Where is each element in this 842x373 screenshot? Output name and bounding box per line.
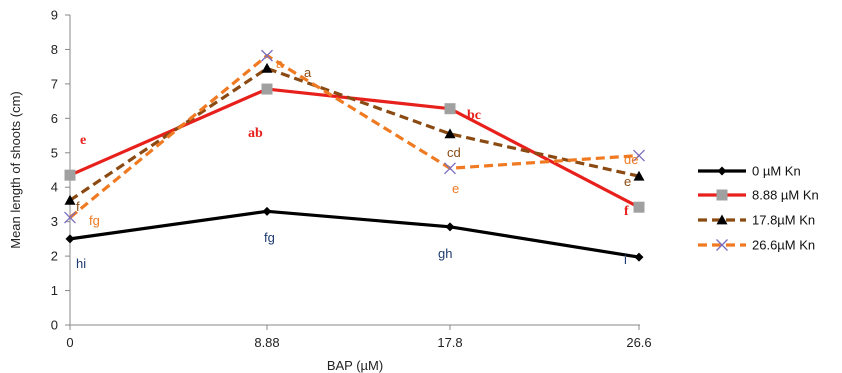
data-point (64, 211, 76, 224)
series-markers-0 (65, 206, 644, 262)
data-label: i (624, 252, 627, 267)
series-line (69, 87, 640, 209)
series-0 (69, 209, 640, 259)
data-label: a (276, 56, 284, 71)
marker-stroke (633, 149, 645, 162)
y-tick-label: 2 (51, 249, 58, 264)
data-label: f (76, 199, 80, 214)
legend-item-0: 0 µM Kn (698, 164, 801, 179)
series-line (69, 66, 640, 202)
data-point (633, 201, 645, 213)
legend-swatch-marker (716, 189, 728, 201)
data-point (444, 128, 456, 139)
x-tick-label: 26.6 (626, 335, 651, 350)
legend-swatch-marker (716, 239, 728, 251)
data-point (634, 252, 644, 262)
series-line (69, 209, 640, 259)
legend: 0 µM Kn 8.88 µM Kn 17.8µM Kn 26.6µM Kn (698, 164, 819, 253)
series-1 (69, 87, 640, 209)
y-tick-label: 1 (51, 283, 58, 298)
y-axis-title: Mean length of shoots (cm) (8, 91, 23, 249)
y-tick-label: 4 (51, 180, 58, 195)
y-tick-label: 5 (51, 145, 58, 160)
legend-label: 0 µM Kn (752, 164, 801, 179)
data-label: e (624, 174, 631, 189)
data-label: f (624, 204, 629, 219)
legend-label: 26.6µM Kn (752, 238, 815, 253)
data-label: hi (76, 256, 86, 271)
y-tick-label: 9 (51, 8, 58, 23)
data-label: a (304, 65, 312, 80)
x-tick-label: 0 (66, 335, 73, 350)
legend-item-2: 17.8µM Kn (698, 213, 815, 228)
axes: 0 1 2 3 4 5 6 7 8 9 0 8.88 17.8 26.6 (51, 8, 652, 351)
data-point (444, 162, 456, 175)
y-tick-label: 7 (51, 76, 58, 91)
series-2 (69, 66, 640, 202)
x-tick-label: 17.8 (437, 335, 462, 350)
marker-stroke (64, 211, 76, 224)
legend-item-3: 26.6µM Kn (698, 238, 815, 253)
y-tick-label: 6 (51, 111, 58, 126)
data-label: e (452, 181, 459, 196)
y-tick-label: 3 (51, 214, 58, 229)
y-tick-label: 0 (51, 318, 58, 333)
data-point (261, 83, 273, 95)
y-tick-label: 8 (51, 42, 58, 57)
data-point (261, 49, 273, 62)
data-label: fg (264, 230, 275, 245)
data-point (633, 170, 645, 181)
series-markers-2 (64, 62, 645, 205)
data-point (633, 149, 645, 162)
x-axis-title: BAP (µM) (327, 358, 383, 373)
marker-stroke (716, 239, 728, 251)
marker-stroke (261, 49, 273, 62)
data-label: cd (447, 145, 461, 160)
series-markers-3 (64, 49, 645, 224)
series-3 (68, 54, 640, 219)
series-layer (64, 49, 645, 262)
data-point (261, 62, 273, 73)
data-label: e (80, 133, 86, 148)
legend-swatch-marker (717, 166, 727, 176)
data-point (65, 234, 75, 244)
data-point (445, 222, 455, 232)
legend-label: 17.8µM Kn (752, 213, 815, 228)
data-labels-layer: hi fg gh i e ab bc f f a cd e fg a e de (76, 56, 638, 271)
data-point (64, 169, 76, 181)
data-label: bc (467, 108, 481, 123)
data-label: de (624, 152, 638, 167)
legend-label: 8.88 µM Kn (752, 188, 819, 203)
data-label: ab (248, 126, 263, 141)
data-label: fg (89, 213, 100, 228)
marker-stroke (444, 162, 456, 175)
legend-item-1: 8.88 µM Kn (698, 188, 819, 203)
data-point (444, 103, 456, 115)
data-point (64, 194, 76, 205)
data-point (262, 206, 272, 216)
data-label: gh (438, 246, 452, 261)
series-line (68, 54, 640, 219)
series-markers-1 (64, 83, 645, 213)
x-tick-label: 8.88 (254, 335, 279, 350)
legend-swatch-marker (716, 214, 728, 225)
